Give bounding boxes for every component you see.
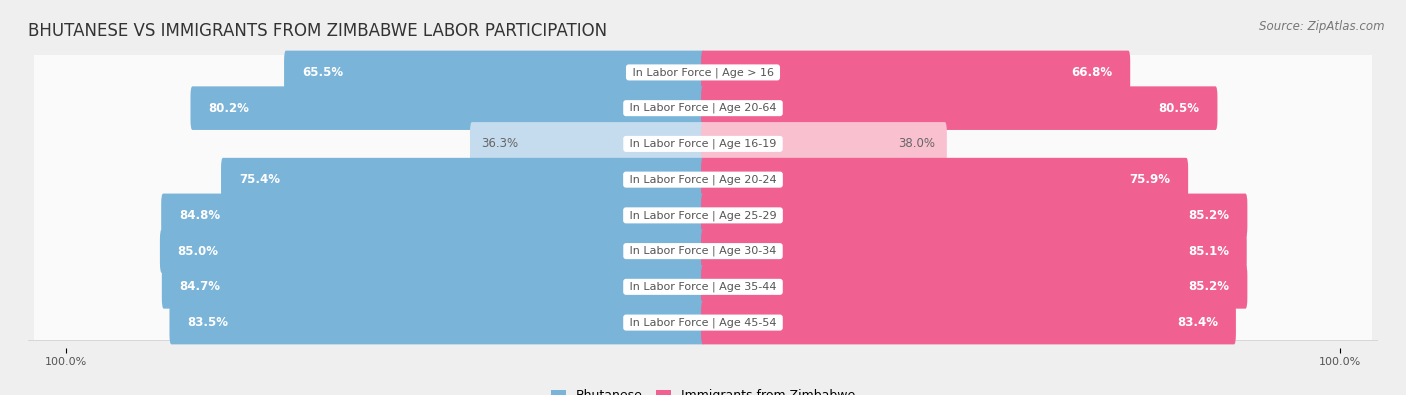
FancyBboxPatch shape (470, 122, 704, 166)
Bar (35, 90, 1371, 126)
FancyBboxPatch shape (702, 229, 1247, 273)
Legend: Bhutanese, Immigrants from Zimbabwe: Bhutanese, Immigrants from Zimbabwe (546, 384, 860, 395)
Text: 80.5%: 80.5% (1159, 102, 1199, 115)
FancyBboxPatch shape (702, 265, 1247, 308)
FancyBboxPatch shape (702, 194, 1247, 237)
FancyBboxPatch shape (702, 158, 1188, 201)
Text: 84.8%: 84.8% (179, 209, 221, 222)
Bar (35, 55, 1371, 90)
Text: In Labor Force | Age 16-19: In Labor Force | Age 16-19 (626, 139, 780, 149)
Text: 85.0%: 85.0% (177, 245, 219, 258)
Text: In Labor Force | Age 30-34: In Labor Force | Age 30-34 (626, 246, 780, 256)
Text: 85.1%: 85.1% (1188, 245, 1229, 258)
Bar (35, 233, 1371, 269)
Text: 36.3%: 36.3% (481, 137, 519, 150)
FancyBboxPatch shape (702, 122, 946, 166)
Text: 85.2%: 85.2% (1188, 280, 1229, 293)
Text: In Labor Force | Age > 16: In Labor Force | Age > 16 (628, 67, 778, 78)
FancyBboxPatch shape (702, 87, 1218, 130)
Text: 84.7%: 84.7% (180, 280, 221, 293)
Text: 38.0%: 38.0% (898, 137, 935, 150)
Text: In Labor Force | Age 20-24: In Labor Force | Age 20-24 (626, 174, 780, 185)
Text: 75.9%: 75.9% (1129, 173, 1170, 186)
Bar (35, 126, 1371, 162)
Text: 80.2%: 80.2% (208, 102, 249, 115)
FancyBboxPatch shape (284, 51, 704, 94)
Text: 83.4%: 83.4% (1177, 316, 1218, 329)
Bar (35, 269, 1371, 305)
Text: 83.5%: 83.5% (187, 316, 228, 329)
Text: 85.2%: 85.2% (1188, 209, 1229, 222)
Text: 65.5%: 65.5% (302, 66, 343, 79)
Bar (35, 305, 1371, 340)
FancyBboxPatch shape (170, 301, 704, 344)
Text: Source: ZipAtlas.com: Source: ZipAtlas.com (1260, 20, 1385, 33)
Text: In Labor Force | Age 20-64: In Labor Force | Age 20-64 (626, 103, 780, 113)
Text: 66.8%: 66.8% (1071, 66, 1112, 79)
Bar (35, 198, 1371, 233)
Text: In Labor Force | Age 45-54: In Labor Force | Age 45-54 (626, 317, 780, 328)
FancyBboxPatch shape (702, 51, 1130, 94)
Bar (35, 162, 1371, 198)
FancyBboxPatch shape (162, 265, 704, 308)
FancyBboxPatch shape (190, 87, 704, 130)
Text: 75.4%: 75.4% (239, 173, 280, 186)
FancyBboxPatch shape (702, 301, 1236, 344)
Text: In Labor Force | Age 25-29: In Labor Force | Age 25-29 (626, 210, 780, 221)
Text: BHUTANESE VS IMMIGRANTS FROM ZIMBABWE LABOR PARTICIPATION: BHUTANESE VS IMMIGRANTS FROM ZIMBABWE LA… (28, 22, 607, 40)
FancyBboxPatch shape (162, 194, 704, 237)
FancyBboxPatch shape (221, 158, 704, 201)
Text: In Labor Force | Age 35-44: In Labor Force | Age 35-44 (626, 282, 780, 292)
FancyBboxPatch shape (160, 229, 704, 273)
